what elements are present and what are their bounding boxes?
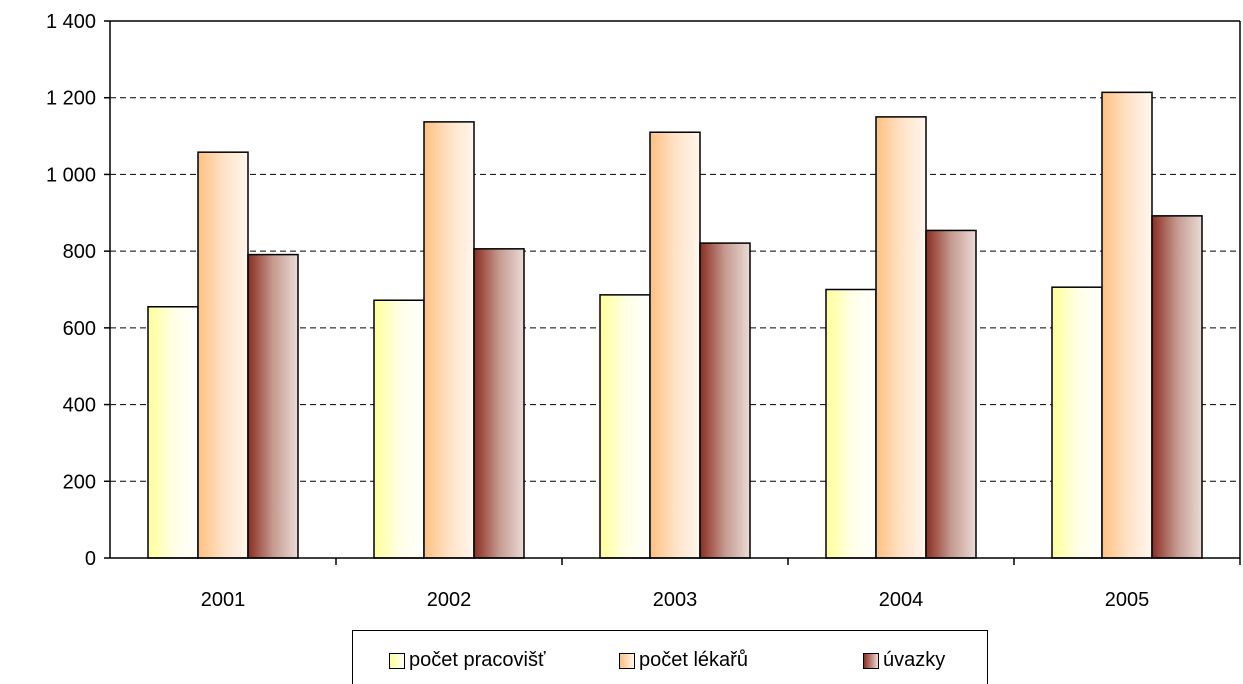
y-tick-label: 1 400 xyxy=(46,11,96,33)
x-tick-label: 2002 xyxy=(427,589,472,611)
x-tick-label: 2004 xyxy=(879,589,924,611)
x-tick-label: 2001 xyxy=(201,589,246,611)
y-tick-label: 1 000 xyxy=(46,164,96,186)
legend-item-lekaru: počet lékařů xyxy=(619,649,748,672)
legend-item-pracoviste: počet pracovišť xyxy=(389,649,545,672)
legend-swatch-lekaru xyxy=(619,652,635,669)
bar-uvazky-2005 xyxy=(1151,215,1203,559)
y-tick-label: 0 xyxy=(85,548,96,570)
legend-label-uvazky: úvazky xyxy=(883,649,946,671)
legend-label-pracoviste: počet pracovišť xyxy=(409,649,546,671)
bar-uvazky-2001 xyxy=(247,253,299,559)
y-tick-label: 1 200 xyxy=(46,88,96,110)
bar-uvazky-2003 xyxy=(699,242,751,559)
y-tick-label: 400 xyxy=(63,395,96,417)
bar-pracoviste-2001 xyxy=(147,306,199,559)
x-axis-tick-labels: 2001 2002 2003 2004 2005 xyxy=(201,589,1150,611)
legend-item-uvazky: úvazky xyxy=(863,649,945,672)
bar-lekaru-2002 xyxy=(423,121,475,559)
bar-pracoviste-2003 xyxy=(599,294,651,559)
x-tick-label: 2003 xyxy=(653,589,698,611)
bar-pracoviste-2005 xyxy=(1051,286,1103,559)
y-tick-label: 600 xyxy=(63,318,96,340)
x-tick-label: 2005 xyxy=(1105,589,1150,611)
legend-label-lekaru: počet lékařů xyxy=(639,649,748,671)
bar-pracoviste-2004 xyxy=(825,288,877,559)
bar-lekaru-2005 xyxy=(1101,91,1153,559)
legend-swatch-uvazky xyxy=(863,652,879,669)
bars xyxy=(147,91,1203,559)
bar-lekaru-2001 xyxy=(197,151,249,559)
bar-uvazky-2002 xyxy=(473,248,525,559)
bar-pracoviste-2002 xyxy=(373,299,425,559)
bar-lekaru-2004 xyxy=(875,116,927,559)
axes xyxy=(104,20,1241,565)
legend: počet pracovišť počet lékařů úvazky xyxy=(352,630,988,684)
y-axis-tick-labels: 0 200 400 600 800 1 000 1 200 1 400 xyxy=(46,11,96,570)
bar-uvazky-2004 xyxy=(925,229,977,559)
bar-lekaru-2003 xyxy=(649,131,701,559)
y-tick-label: 800 xyxy=(63,241,96,263)
legend-swatch-pracoviste xyxy=(389,652,405,669)
y-tick-label: 200 xyxy=(63,471,96,493)
